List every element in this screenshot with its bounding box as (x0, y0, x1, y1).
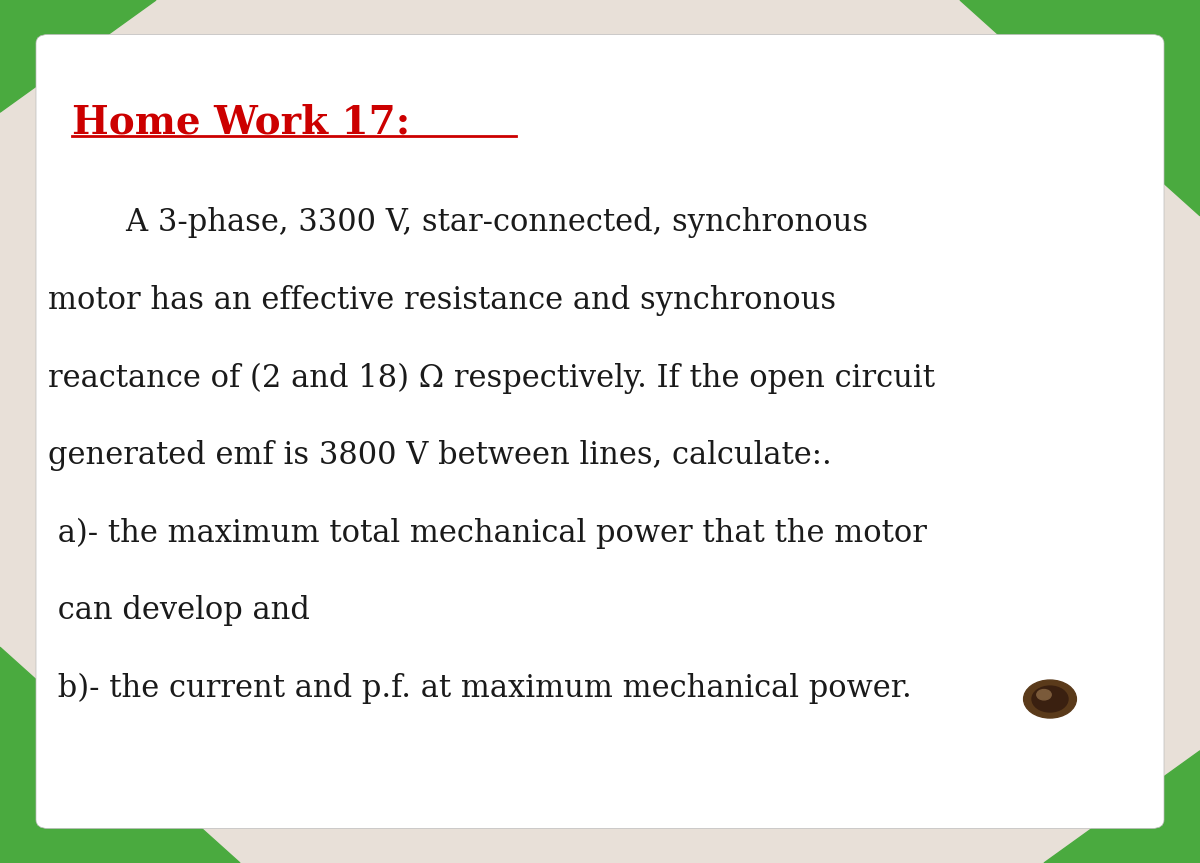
Text: Home Work 17:: Home Work 17: (72, 104, 410, 142)
Circle shape (1024, 680, 1076, 718)
Text: reactance of (2 and 18) Ω respectively. If the open circuit: reactance of (2 and 18) Ω respectively. … (48, 362, 935, 394)
Polygon shape (0, 0, 156, 112)
Text: b)- the current and p.f. at maximum mechanical power.: b)- the current and p.f. at maximum mech… (48, 673, 912, 704)
Text: A 3-phase, 3300 V, star-connected, synchronous: A 3-phase, 3300 V, star-connected, synch… (48, 207, 868, 238)
Text: generated emf is 3800 V between lines, calculate:.: generated emf is 3800 V between lines, c… (48, 440, 832, 471)
Polygon shape (960, 0, 1200, 216)
FancyBboxPatch shape (36, 35, 1164, 828)
Polygon shape (1044, 751, 1200, 863)
Circle shape (1037, 690, 1051, 700)
Text: motor has an effective resistance and synchronous: motor has an effective resistance and sy… (48, 285, 836, 316)
Polygon shape (0, 647, 240, 863)
Text: a)- the maximum total mechanical power that the motor: a)- the maximum total mechanical power t… (48, 518, 926, 549)
Circle shape (1032, 686, 1068, 712)
Text: can develop and: can develop and (48, 595, 310, 627)
